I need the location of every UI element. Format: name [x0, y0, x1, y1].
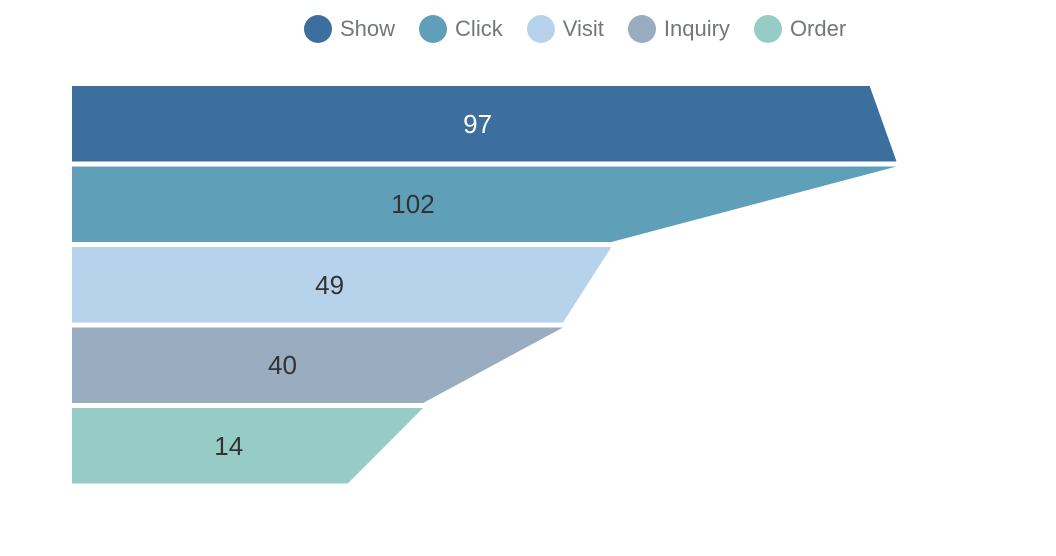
svg-text:40: 40	[268, 350, 297, 380]
svg-text:49: 49	[315, 270, 344, 300]
svg-text:14: 14	[214, 431, 243, 461]
svg-text:97: 97	[463, 109, 492, 139]
svg-text:102: 102	[391, 189, 434, 219]
